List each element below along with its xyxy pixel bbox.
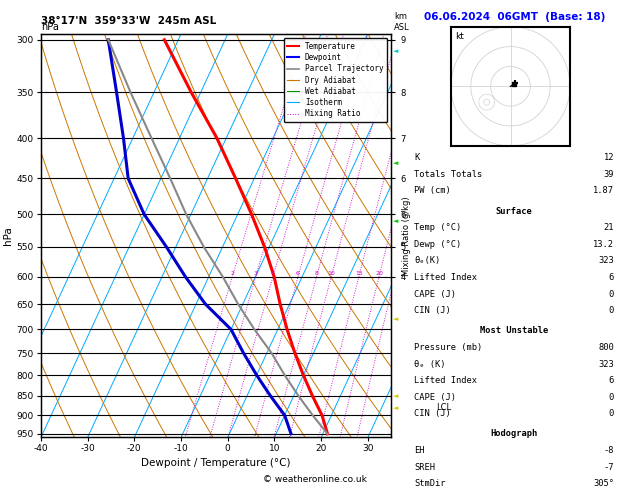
Text: 39: 39 <box>604 170 614 179</box>
Text: Pressure (mb): Pressure (mb) <box>415 343 482 352</box>
Text: -8: -8 <box>604 446 614 455</box>
Text: kt: kt <box>455 32 464 41</box>
Text: 0: 0 <box>609 290 614 298</box>
Text: PW (cm): PW (cm) <box>415 187 451 195</box>
Text: 323: 323 <box>598 257 614 265</box>
Text: 2: 2 <box>230 271 235 276</box>
Text: 06.06.2024  06GMT  (Base: 18): 06.06.2024 06GMT (Base: 18) <box>423 12 605 22</box>
Text: 0: 0 <box>609 393 614 401</box>
Text: ◄: ◄ <box>392 405 398 411</box>
Text: Hodograph: Hodograph <box>491 430 538 438</box>
Text: ◄: ◄ <box>392 316 398 323</box>
Text: StmDir: StmDir <box>415 479 446 486</box>
Text: LCL: LCL <box>436 403 451 412</box>
Text: ◄: ◄ <box>392 160 398 166</box>
Text: Dewp (°C): Dewp (°C) <box>415 240 462 249</box>
Text: 13.2: 13.2 <box>593 240 614 249</box>
Text: 6: 6 <box>609 376 614 385</box>
Text: 10: 10 <box>327 271 335 276</box>
Text: 323: 323 <box>598 360 614 368</box>
Text: EH: EH <box>415 446 425 455</box>
Text: Temp (°C): Temp (°C) <box>415 224 462 232</box>
Text: 3: 3 <box>253 271 258 276</box>
Text: 0: 0 <box>609 409 614 418</box>
Text: CAPE (J): CAPE (J) <box>415 290 457 298</box>
Text: 1.87: 1.87 <box>593 187 614 195</box>
Y-axis label: hPa: hPa <box>3 226 13 245</box>
Text: Lifted Index: Lifted Index <box>415 376 477 385</box>
Text: 21: 21 <box>604 224 614 232</box>
Text: SREH: SREH <box>415 463 435 471</box>
Text: ◄: ◄ <box>392 218 398 224</box>
Text: CAPE (J): CAPE (J) <box>415 393 457 401</box>
X-axis label: Dewpoint / Temperature (°C): Dewpoint / Temperature (°C) <box>142 457 291 468</box>
Text: km
ASL: km ASL <box>394 12 410 32</box>
Text: Most Unstable: Most Unstable <box>480 327 548 335</box>
Text: CIN (J): CIN (J) <box>415 409 451 418</box>
Text: hPa: hPa <box>41 21 58 32</box>
Text: ◄: ◄ <box>392 48 398 54</box>
Text: Totals Totals: Totals Totals <box>415 170 482 179</box>
Text: © weatheronline.co.uk: © weatheronline.co.uk <box>262 474 367 484</box>
Text: θₑ(K): θₑ(K) <box>415 257 441 265</box>
Text: CIN (J): CIN (J) <box>415 306 451 315</box>
Text: 20: 20 <box>375 271 383 276</box>
Text: 6: 6 <box>296 271 300 276</box>
Text: Mixing Ratio (g/kg): Mixing Ratio (g/kg) <box>403 196 411 276</box>
Text: θₑ (K): θₑ (K) <box>415 360 446 368</box>
Text: K: K <box>415 154 420 162</box>
Text: 8: 8 <box>314 271 318 276</box>
Text: ◄: ◄ <box>392 393 398 399</box>
Text: 0: 0 <box>609 306 614 315</box>
Text: 15: 15 <box>355 271 363 276</box>
Text: Lifted Index: Lifted Index <box>415 273 477 282</box>
Text: 38°17'N  359°33'W  245m ASL: 38°17'N 359°33'W 245m ASL <box>41 16 216 26</box>
Text: 305°: 305° <box>593 479 614 486</box>
Text: 6: 6 <box>609 273 614 282</box>
Text: -7: -7 <box>604 463 614 471</box>
Text: Surface: Surface <box>496 207 533 216</box>
Legend: Temperature, Dewpoint, Parcel Trajectory, Dry Adiabat, Wet Adiabat, Isotherm, Mi: Temperature, Dewpoint, Parcel Trajectory… <box>284 38 387 122</box>
Text: 12: 12 <box>604 154 614 162</box>
Text: 4: 4 <box>271 271 275 276</box>
Text: 800: 800 <box>598 343 614 352</box>
